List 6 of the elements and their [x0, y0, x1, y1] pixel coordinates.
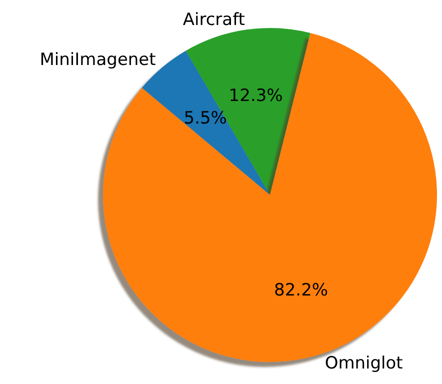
slice-label: Aircraft: [182, 10, 246, 30]
data-label: 82.2%: [274, 280, 328, 300]
slice-label: Omniglot: [324, 353, 404, 374]
slice-label: MiniImagenet: [40, 50, 156, 70]
data-label: 5.5%: [184, 108, 227, 128]
data-label: 12.3%: [228, 86, 283, 106]
